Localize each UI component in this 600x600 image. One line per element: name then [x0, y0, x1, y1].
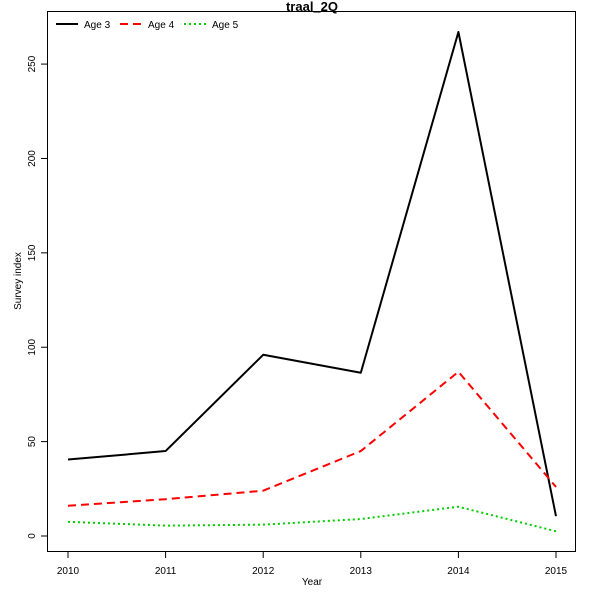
- legend: Age 3 Age 4 Age 5: [56, 20, 239, 31]
- x-tick-label: 2013: [350, 566, 373, 577]
- series-line-1: [67, 31, 557, 517]
- legend-label: Age 5: [212, 20, 239, 31]
- y-tick-label: 100: [27, 338, 38, 355]
- series-line-2: [67, 370, 557, 507]
- series-line-3: [67, 505, 557, 533]
- plot-frame: [47, 11, 576, 552]
- x-tick-label: 2014: [447, 566, 470, 577]
- x-tick-label: 2010: [57, 566, 80, 577]
- y-tick-label: 0: [27, 533, 38, 539]
- y-axis-label: Survey index: [13, 252, 24, 310]
- x-tick-label: 2012: [252, 566, 275, 577]
- y-tick-label: 50: [27, 436, 38, 448]
- x-axis-label: Year: [302, 577, 323, 588]
- y-tick-label: 150: [27, 244, 38, 261]
- y-axis: 0 50 100 150 200 250: [27, 55, 48, 539]
- y-tick-label: 250: [27, 55, 38, 72]
- legend-label: Age 3: [84, 20, 111, 31]
- legend-label: Age 4: [148, 20, 175, 31]
- series-lines: [67, 31, 557, 533]
- chart-title: traal_2Q: [286, 0, 338, 14]
- y-tick-label: 200: [27, 150, 38, 167]
- x-tick-label: 2011: [155, 566, 177, 577]
- x-tick-label: 2015: [545, 566, 568, 577]
- x-axis: 2010 2011 2012 2013 2014 2015: [57, 551, 568, 577]
